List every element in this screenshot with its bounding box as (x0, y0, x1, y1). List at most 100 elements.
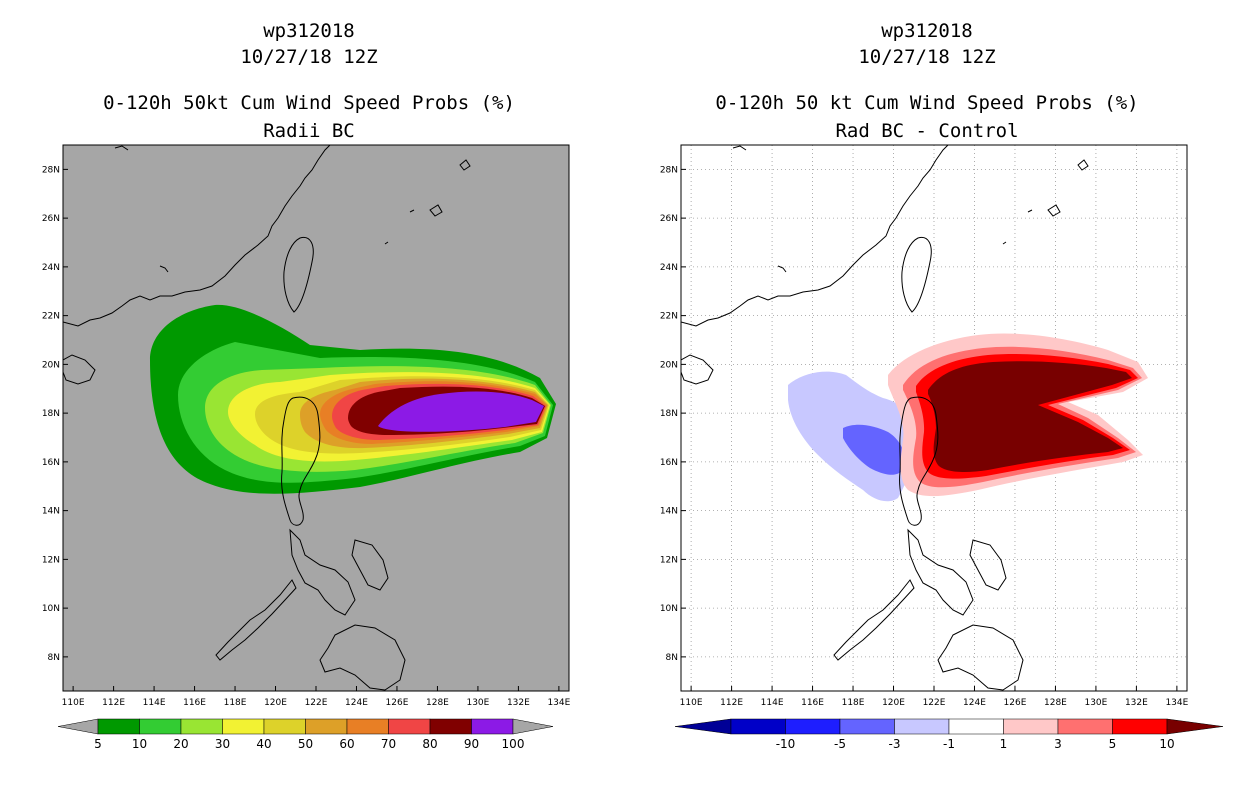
colorbar-swatch (785, 718, 841, 735)
colorbar-swatch (1057, 718, 1113, 735)
colorbar-label: -5 (834, 737, 846, 751)
colorbar-label: 5 (1109, 737, 1117, 751)
contour-neg-3 (843, 424, 905, 475)
colorbar-swatch (263, 718, 306, 735)
right-difference-contours (788, 333, 1148, 502)
palawan-coastline (215, 579, 297, 661)
colorbar-swatch (346, 718, 389, 735)
hainan-coastline (681, 354, 714, 385)
x-tick-label: 130E (1084, 698, 1107, 708)
left-axis-ticks: 110E 112E 114E 116E 118E 120E 122E 124E 126E 128E… (42, 165, 571, 708)
y-tick-label: 8N (666, 653, 678, 663)
y-tick-label: 28N (660, 165, 678, 175)
colorbar-swatch (1003, 718, 1059, 735)
colorbar-label: 10 (1159, 737, 1174, 751)
x-tick-label: 124E (963, 698, 986, 708)
x-tick-label: 120E (882, 698, 905, 708)
y-tick-label: 24N (42, 263, 60, 273)
right-title-storm-id: wp312018 (881, 20, 973, 42)
right-title-datetime: 10/27/18 12Z (858, 46, 996, 68)
right-coastlines (681, 145, 1089, 691)
colorbar-label: 70 (381, 737, 396, 751)
x-tick-label: 120E (264, 698, 287, 708)
colorbar-swatch (1112, 718, 1168, 735)
colorbar-swatch (180, 718, 223, 735)
china-coastline (681, 145, 949, 327)
y-tick-label: 14N (42, 507, 60, 517)
hainan-coastline (63, 354, 96, 385)
china-coastline (63, 145, 331, 327)
taiwan-coastline (283, 236, 314, 313)
y-tick-label: 18N (42, 409, 60, 419)
samar-coastline (969, 539, 1007, 591)
y-tick-label: 26N (42, 214, 60, 224)
x-tick-label: 118E (842, 698, 865, 708)
colorbar-label: 80 (422, 737, 437, 751)
y-tick-label: 24N (660, 263, 678, 273)
y-tick-label: 16N (660, 458, 678, 468)
colorbar-label: 40 (256, 737, 271, 751)
colorbar-swatch (429, 718, 472, 735)
x-tick-label: 122E (305, 698, 328, 708)
left-panel: wp312018 10/27/18 12Z 0-120h 50kt Cum Wi… (42, 20, 571, 751)
y-tick-label: 28N (42, 165, 60, 175)
colorbar-left-arrow (674, 718, 732, 735)
y-tick-label: 20N (660, 360, 678, 370)
x-tick-label: 110E (62, 698, 85, 708)
islets (114, 145, 471, 273)
samar-coastline (351, 539, 389, 591)
taiwan-coastline (901, 236, 932, 313)
colorbar-swatch (730, 718, 786, 735)
x-tick-label: 134E (1165, 698, 1188, 708)
mindanao-coastline (937, 624, 1024, 691)
colorbar-swatch (305, 718, 348, 735)
colorbar-label: 30 (215, 737, 230, 751)
colorbar-swatch (139, 718, 182, 735)
y-tick-label: 14N (660, 507, 678, 517)
y-tick-label: 26N (660, 214, 678, 224)
contour-90 (378, 391, 544, 432)
y-tick-label: 20N (42, 360, 60, 370)
right-colorbar: -10 -5 -3 -1 1 3 5 10 (674, 718, 1224, 751)
contour-pos-10 (928, 361, 1132, 473)
x-tick-label: 132E (507, 698, 530, 708)
colorbar-right-arrow (512, 718, 554, 735)
palawan-coastline (833, 579, 915, 661)
colorbar-label: 100 (502, 737, 525, 751)
colorbar-swatch (97, 718, 140, 735)
islets (732, 145, 1089, 273)
x-tick-label: 132E (1125, 698, 1148, 708)
right-title-product: 0-120h 50 kt Cum Wind Speed Probs (%) (715, 92, 1139, 114)
colorbar-label: -10 (776, 737, 796, 751)
colorbar-swatch (471, 718, 514, 735)
colorbar-left-arrow (57, 718, 99, 735)
y-tick-label: 16N (42, 458, 60, 468)
x-tick-label: 122E (923, 698, 946, 708)
colorbar-label: -1 (943, 737, 955, 751)
left-colorbar: 5 10 20 30 40 50 60 70 80 90 100 (57, 718, 554, 751)
x-tick-label: 118E (224, 698, 247, 708)
left-coastlines (63, 145, 471, 691)
colorbar-right-arrow (1166, 718, 1224, 735)
x-tick-label: 128E (426, 698, 449, 708)
mindanao-coastline (319, 624, 406, 691)
visayas-coastline (907, 528, 974, 616)
left-title-datetime: 10/27/18 12Z (240, 46, 378, 68)
x-tick-label: 110E (680, 698, 703, 708)
x-tick-label: 116E (801, 698, 824, 708)
luzon-coastline (281, 396, 321, 526)
x-tick-label: 112E (720, 698, 743, 708)
y-tick-label: 12N (42, 555, 60, 565)
colorbar-label: 60 (339, 737, 354, 751)
y-tick-label: 22N (42, 312, 60, 322)
visayas-coastline (289, 528, 356, 616)
left-title-product: 0-120h 50kt Cum Wind Speed Probs (%) (103, 92, 515, 114)
y-tick-label: 18N (660, 409, 678, 419)
x-tick-label: 134E (547, 698, 570, 708)
y-tick-label: 12N (660, 555, 678, 565)
x-tick-label: 128E (1044, 698, 1067, 708)
x-tick-label: 114E (761, 698, 784, 708)
right-title-subtitle: Rad BC - Control (835, 120, 1019, 142)
colorbar-swatch (222, 718, 265, 735)
x-tick-label: 130E (466, 698, 489, 708)
